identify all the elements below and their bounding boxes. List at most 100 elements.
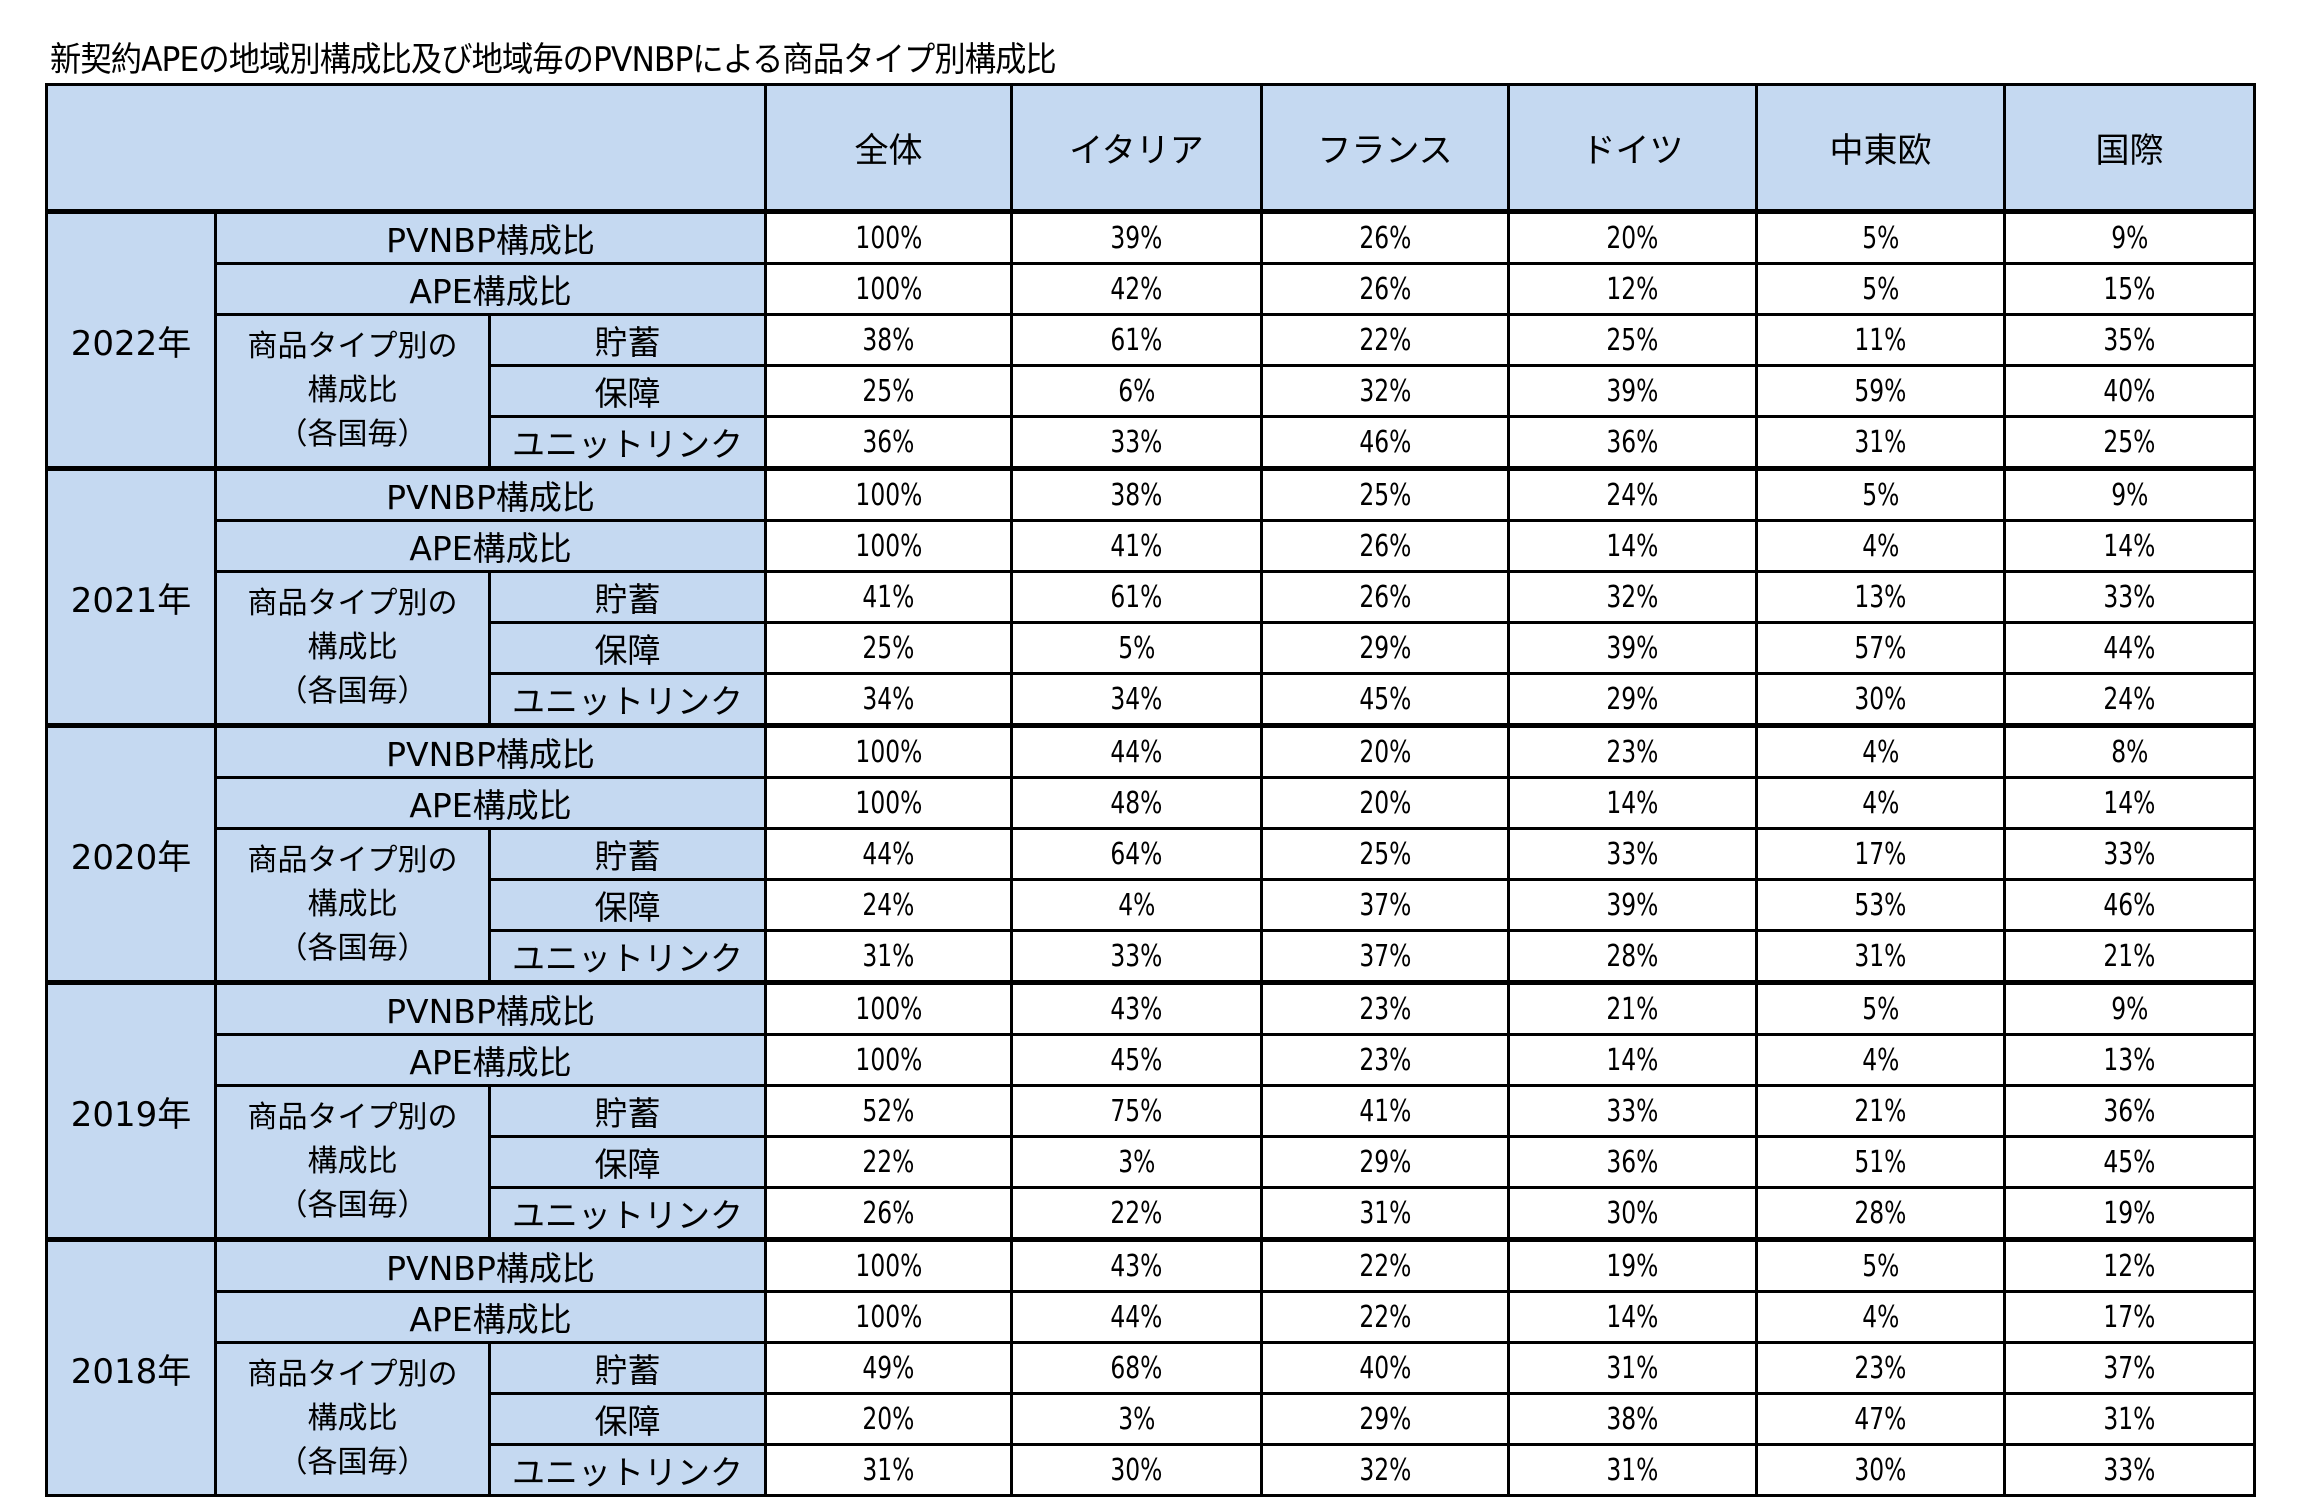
value-cell-cee: 4% — [1755, 1033, 2006, 1087]
col-header-germany: ドイツ — [1507, 83, 1758, 213]
value-cell-italy: 4% — [1010, 878, 1263, 932]
col-header-italy: イタリア — [1010, 83, 1263, 213]
value-cell-france: 22% — [1260, 1237, 1510, 1293]
value-text: 33% — [1606, 836, 1659, 872]
value-text: 19% — [1606, 1248, 1659, 1284]
table-title: 新契約APEの地域別構成比及び地域毎のPVNBPによる商品タイプ別構成比 — [50, 40, 1057, 80]
value-text: 44% — [1110, 1299, 1163, 1335]
value-cell-international: 44% — [2003, 621, 2256, 675]
value-text: 25% — [862, 630, 915, 666]
value-cell-germany: 14% — [1507, 1033, 1758, 1087]
col-header-cee: 中東欧 — [1755, 83, 2006, 213]
value-text: 31% — [1606, 1350, 1659, 1386]
value-cell-international: 35% — [2003, 313, 2256, 367]
value-text: 25% — [1358, 836, 1412, 872]
value-text: 49% — [862, 1350, 915, 1386]
year-label: 2022年 — [45, 209, 217, 470]
value-text: 5% — [1861, 1248, 1900, 1284]
value-cell-cee: 4% — [1755, 723, 2006, 779]
value-text: 4% — [1861, 528, 1900, 564]
value-cell-international: 9% — [2003, 209, 2256, 265]
value-cell-international: 13% — [2003, 1033, 2256, 1087]
value-cell-international: 9% — [2003, 466, 2256, 522]
value-text: 14% — [1606, 785, 1659, 821]
value-text: 33% — [1110, 424, 1163, 460]
ape-row: APE構成比 100% 42% 26% 12% 5% 15% — [47, 262, 2256, 316]
value-text: 31% — [1854, 938, 1907, 974]
col-header-france: フランス — [1260, 83, 1510, 213]
value-cell-france: 22% — [1260, 313, 1510, 367]
value-cell-germany: 36% — [1507, 1135, 1758, 1189]
value-text: 30% — [1854, 681, 1907, 717]
value-cell-italy: 48% — [1010, 776, 1263, 830]
value-text: 25% — [2103, 424, 2156, 460]
value-cell-cee: 30% — [1755, 672, 2006, 727]
value-cell-italy: 22% — [1010, 1186, 1263, 1241]
value-cell-italy: 44% — [1010, 723, 1263, 779]
value-text: 44% — [2103, 630, 2156, 666]
value-text: 3% — [1117, 1144, 1156, 1180]
value-cell-international: 21% — [2003, 929, 2256, 984]
product-type-label: 商品タイプ別の 構成比 （各国毎） — [214, 1084, 491, 1241]
value-text: 64% — [1110, 836, 1163, 872]
pvnbp-label: PVNBP構成比 — [214, 723, 767, 779]
value-cell-international: 25% — [2003, 415, 2256, 470]
value-text: 5% — [1861, 477, 1900, 513]
value-cell-total: 31% — [764, 1443, 1013, 1497]
value-text: 17% — [2103, 1299, 2156, 1335]
unit-linked-row: ユニットリンク 31% 33% 37% 28% 31% 21% — [47, 929, 2256, 984]
value-text: 100% — [855, 785, 922, 821]
protection-row: 保障 25% 5% 29% 39% 57% 44% — [47, 621, 2256, 675]
value-text: 45% — [1110, 1042, 1163, 1078]
value-text: 33% — [2103, 836, 2156, 872]
ape-label: APE構成比 — [214, 519, 767, 573]
value-text: 37% — [1358, 887, 1412, 923]
value-cell-germany: 14% — [1507, 519, 1758, 573]
value-text: 26% — [1358, 579, 1412, 615]
value-cell-france: 26% — [1260, 570, 1510, 624]
product-type-label-line: 構成比 — [307, 373, 398, 408]
value-cell-italy: 42% — [1010, 262, 1263, 316]
value-cell-germany: 23% — [1507, 723, 1758, 779]
value-cell-italy: 34% — [1010, 672, 1263, 727]
pvnbp-row: 2022年 PVNBP構成比 100% 39% 26% 20% 5% 9% — [45, 209, 2256, 470]
value-cell-germany: 21% — [1507, 980, 1758, 1036]
value-text: 32% — [1358, 373, 1412, 409]
value-text: 57% — [1854, 630, 1907, 666]
value-cell-total: 100% — [764, 466, 1013, 522]
protection-row: 保障 25% 6% 32% 39% 59% 40% — [47, 364, 2256, 418]
value-cell-cee: 51% — [1755, 1135, 2006, 1189]
value-text: 30% — [1110, 1452, 1163, 1488]
value-text: 51% — [1854, 1144, 1907, 1180]
value-text: 22% — [862, 1144, 915, 1180]
value-text: 41% — [862, 579, 915, 615]
ape-row: APE構成比 100% 48% 20% 14% 4% 14% — [47, 776, 2256, 830]
value-cell-cee: 23% — [1755, 1341, 2006, 1395]
value-text: 59% — [1854, 373, 1907, 409]
value-cell-international: 33% — [2003, 570, 2256, 624]
product-type-label-line: 構成比 — [307, 1144, 398, 1179]
value-cell-germany: 14% — [1507, 776, 1758, 830]
value-text: 14% — [1606, 1299, 1659, 1335]
value-text: 20% — [862, 1401, 915, 1437]
value-text: 100% — [855, 220, 922, 256]
value-cell-germany: 31% — [1507, 1341, 1758, 1395]
value-text: 45% — [2103, 1144, 2156, 1180]
value-text: 31% — [862, 938, 915, 974]
product-type-label-line: （各国毎） — [277, 1445, 428, 1480]
year-label: 2019年 — [45, 980, 217, 1241]
value-cell-total: 26% — [764, 1186, 1013, 1241]
value-text: 20% — [1358, 785, 1412, 821]
value-text: 35% — [2103, 322, 2156, 358]
value-text: 29% — [1606, 681, 1659, 717]
value-text: 23% — [1358, 991, 1412, 1027]
value-text: 25% — [1358, 477, 1412, 513]
value-text: 4% — [1861, 1299, 1900, 1335]
value-text: 100% — [855, 1042, 922, 1078]
value-text: 13% — [1854, 579, 1907, 615]
header-row: 全体 イタリア フランス ドイツ 中東欧 国際 — [45, 83, 2256, 213]
value-cell-cee: 17% — [1755, 827, 2006, 881]
product-type-label: 商品タイプ別の 構成比 （各国毎） — [214, 1341, 491, 1497]
value-text: 24% — [862, 887, 915, 923]
value-cell-france: 22% — [1260, 1290, 1510, 1344]
